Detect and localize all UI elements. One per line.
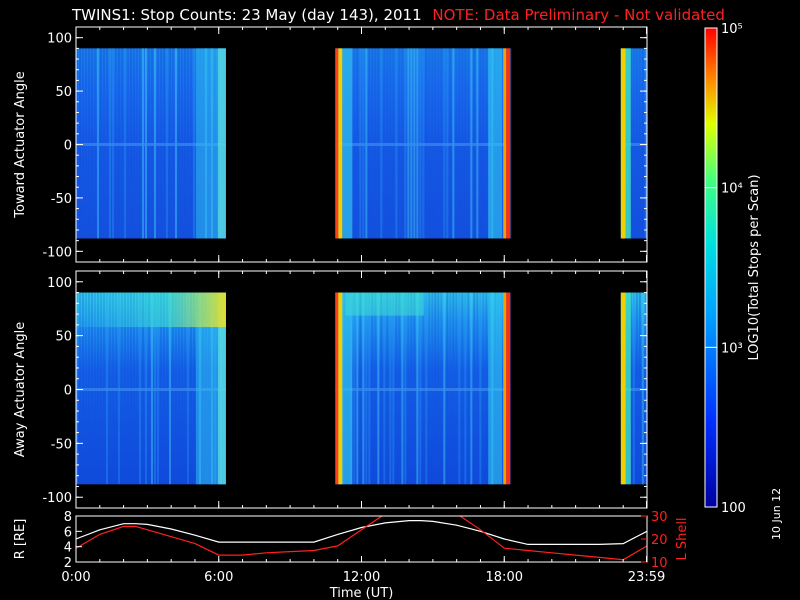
colorbar: 10⁵ 10⁴ 10³ 100 LOG10(Total Stops per Scan) (704, 22, 762, 516)
x-tick-label: 18:00 (486, 570, 523, 585)
y-tick-label: 0 (64, 139, 72, 154)
heatmap-edge (338, 292, 343, 485)
title-note: NOTE: Data Preliminary - Not validated (432, 6, 725, 24)
heatmap-edge (503, 48, 507, 239)
x-tick-label: 12:00 (343, 570, 380, 585)
y-tick-label: -50 (51, 437, 72, 452)
x-tick-label: 0:00 (61, 570, 90, 585)
heatmap-edge (338, 48, 343, 239)
heatmap-zero-band (335, 143, 511, 146)
colorbar-tick-label: 10⁴ (721, 182, 743, 197)
x-tick-label: 23:59 (628, 570, 665, 585)
heatmap-edge (342, 292, 353, 485)
heatmap-glow (76, 292, 226, 328)
r-series-line (76, 519, 647, 546)
heatmap-edge (503, 292, 507, 485)
heatmap-edge (625, 292, 631, 485)
heatmap-edge (488, 48, 503, 239)
colorbar-tick-label: 10³ (721, 341, 743, 356)
plot-title: TWINS1: Stop Counts: 23 May (day 143), 2… (72, 6, 725, 24)
colorbar-tick-label: 10⁵ (721, 22, 743, 37)
heatmap-zero-band (620, 388, 647, 391)
y-tick-label: -100 (42, 245, 72, 260)
heatmap-edge (217, 48, 226, 239)
y2-tick-label: 10 (651, 556, 668, 571)
heatmap-panel-away: 100 50 0 -50 -100 Away Actuator Angle (13, 270, 648, 509)
heatmap-edge (620, 48, 626, 239)
y-tick-label: -50 (51, 192, 72, 207)
y-tick-label: 50 (55, 85, 72, 100)
heatmap-zero-band (335, 388, 511, 391)
colorbar-label: LOG10(Total Stops per Scan) (747, 174, 762, 360)
heatmap-edge (217, 292, 226, 485)
heatmap-zero-band (76, 143, 226, 146)
heatmap-edge (488, 292, 503, 485)
l-shell-series-line (76, 516, 647, 561)
heatmap-zero-band (76, 388, 226, 391)
heatmap-edge (620, 292, 626, 485)
x-tick-label: 6:00 (204, 570, 233, 585)
colorbar-gradient (704, 27, 718, 508)
y-tick-label: 4 (64, 541, 72, 556)
heatmap-edge (342, 48, 353, 239)
y-tick-label: 100 (47, 276, 72, 291)
heatmap-edge (506, 48, 511, 239)
y-tick-label: -100 (42, 491, 72, 506)
x-axis-label: Time (UT) (329, 586, 394, 600)
colorbar-tick-label: 100 (721, 501, 746, 516)
title-main: TWINS1: Stop Counts: 23 May (day 143), 2… (72, 6, 422, 24)
y-tick-label: 0 (64, 384, 72, 399)
heatmap-edge (335, 292, 339, 485)
y-tick-label: 6 (64, 525, 72, 540)
y-axis-label: R [RE] (13, 519, 28, 560)
axes-frame (75, 515, 648, 563)
y-axis-label: Toward Actuator Angle (13, 71, 28, 218)
heatmap-edge (335, 48, 339, 239)
heatmap-glow (345, 292, 425, 316)
heatmap-edge (506, 292, 511, 485)
heatmap-edge (625, 48, 631, 239)
heatmap-zero-band (620, 143, 647, 146)
heatmap-panel-toward: 100 50 0 -50 -100 Toward Actuator Angle (13, 26, 648, 263)
heatmap-stripe (509, 292, 512, 485)
y-tick-label: 100 (47, 32, 72, 47)
y-axis-label: Away Actuator Angle (13, 322, 28, 457)
heatmap-stripe (509, 48, 512, 239)
y2-tick-label: 30 (651, 510, 668, 525)
y-tick-label: 2 (64, 556, 72, 571)
y-tick-label: 50 (55, 330, 72, 345)
y-tick-label: 8 (64, 510, 72, 525)
y2-axis-label: L Shell (675, 517, 690, 560)
y2-tick-label: 20 (651, 533, 668, 548)
